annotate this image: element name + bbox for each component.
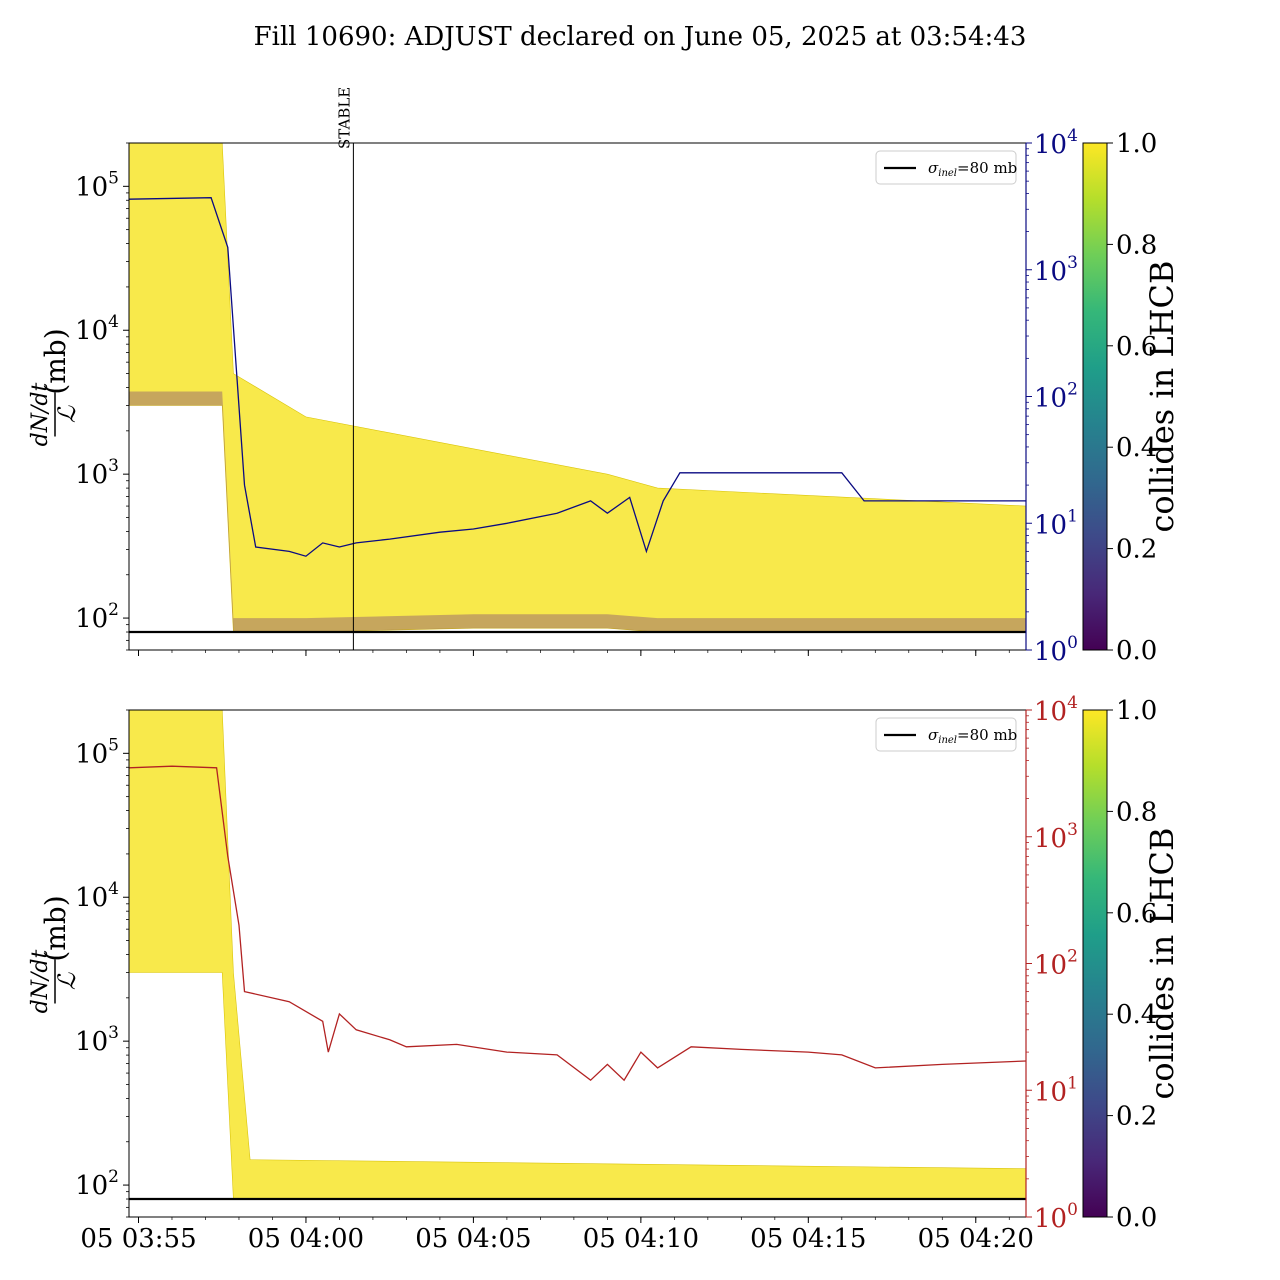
bot-y-label-unit: (mb)	[39, 895, 72, 961]
cbar-top-label: collides in LHCB	[1143, 260, 1181, 532]
top-data-marks	[129, 197, 1026, 634]
top-envelope-band	[129, 143, 1026, 633]
bot-y-label-group: dN/dt ℒ (mb)	[28, 895, 81, 1013]
top-legend: σinel=80 mb	[875, 150, 1017, 185]
bot-legend-box	[875, 717, 1017, 752]
cbar-bot-tick-label: 0.8	[1116, 797, 1157, 827]
bottom-y-axis: 102 103 104 105	[75, 709, 129, 1218]
top-colorbar: 0.0 0.2 0.4 0.6 0.8 1.0 collides in LHCB	[1082, 129, 1181, 666]
bottom-secondary-y-axis: 100 101 102 103 104	[1025, 693, 1078, 1234]
cbar-bot-tick-label: 0.4	[1116, 1000, 1157, 1030]
cbar-top-tick-label: 0.0	[1116, 636, 1157, 666]
top-secondary-y-axis: 100 101 102 103 104	[1025, 126, 1078, 667]
top-y-axis: 102 103 104 105	[75, 142, 129, 651]
bot-y-label-numerator: dN/dt	[28, 950, 53, 1014]
cbar-bot-gradient-bar	[1082, 709, 1108, 1218]
top-y-tick-label: 103	[75, 456, 119, 490]
top-y-label-unit: (mb)	[39, 328, 72, 394]
top-y-label-denominator: ℒ	[53, 405, 81, 423]
top-legend-box	[875, 150, 1017, 185]
top-secondary-series-line	[129, 197, 1026, 557]
top-y-tick-label: 104	[75, 312, 119, 346]
cbar-bot-tick-label: 0.2	[1116, 1102, 1157, 1132]
cbar-top-tick-label: 0.6	[1116, 332, 1157, 362]
bot-secondary-tick-label: 101	[1034, 1073, 1078, 1107]
bot-y-tick-label: 104	[75, 879, 119, 913]
cbar-bot-tick-label: 0.0	[1116, 1203, 1157, 1233]
bot-y-tick-label: 105	[75, 735, 119, 769]
top-y-tick-label: 102	[75, 600, 119, 634]
bot-secondary-tick-label: 103	[1034, 820, 1078, 854]
top-secondary-tick-label: 103	[1034, 253, 1078, 287]
bottom-data-marks	[129, 765, 1026, 1201]
bot-x-tick-label: 05 04:10	[583, 1224, 699, 1254]
top-secondary-tick-label: 102	[1034, 380, 1078, 414]
bot-y-tick-label: 102	[75, 1167, 119, 1201]
stable-annotation: STABLE	[335, 87, 354, 650]
top-secondary-tick-label: 100	[1034, 633, 1078, 667]
bottom-legend: σinel=80 mb	[875, 717, 1017, 752]
bot-envelope-band	[129, 710, 1026, 1200]
bot-legend-label: σinel=80 mb	[928, 726, 1017, 746]
bottom-plot-frame	[128, 709, 1027, 1218]
bot-secondary-tick-label: 104	[1034, 693, 1078, 727]
bottom-x-axis: 05 03:55 05 04:00 05 04:05 05 04:10 05 04:15…	[80, 1217, 1034, 1254]
bot-secondary-tick-label: 100	[1034, 1200, 1078, 1234]
top-y-axis-label: dN/dt ℒ (mb)	[28, 328, 81, 446]
top-y-label-numerator: dN/dt	[28, 383, 53, 447]
cbar-top-tick-label: 0.4	[1116, 433, 1157, 463]
bottom-rate-envelope	[129, 710, 1026, 1200]
cbar-top-tick-label: 1.0	[1116, 129, 1157, 159]
bot-secondary-series-line	[129, 765, 1026, 1082]
bot-x-tick-label: 05 04:00	[248, 1224, 364, 1254]
top-secondary-tick-label: 101	[1034, 506, 1078, 540]
bottom-colorbar: 0.0 0.2 0.4 0.6 0.8 1.0 collides in LHCB	[1082, 696, 1181, 1233]
bot-y-tick-label: 103	[75, 1023, 119, 1057]
cbar-top-gradient-bar	[1082, 142, 1108, 651]
bot-secondary-tick-label: 102	[1034, 947, 1078, 981]
figure-title: Fill 10690: ADJUST declared on June 05, …	[254, 22, 1027, 52]
cbar-bot-tick-label: 1.0	[1116, 696, 1157, 726]
cbar-bot-tick-label: 0.6	[1116, 899, 1157, 929]
top-secondary-tick-label: 104	[1034, 126, 1078, 160]
top-x-axis	[137, 650, 1010, 656]
cbar-bot-label: collides in LHCB	[1143, 827, 1181, 1099]
top-y-label-group: dN/dt ℒ (mb)	[28, 328, 81, 446]
top-legend-label: σinel=80 mb	[928, 159, 1017, 179]
bottom-y-axis-label: dN/dt ℒ (mb)	[28, 895, 81, 1013]
bot-x-tick-label: 05 04:20	[918, 1224, 1034, 1254]
cbar-top-tick-label: 0.2	[1116, 535, 1157, 565]
cbar-top-tick-label: 0.8	[1116, 230, 1157, 260]
stable-marker-label: STABLE	[335, 87, 353, 149]
top-rate-envelope	[129, 143, 1026, 633]
bot-x-tick-label: 05 03:55	[80, 1224, 196, 1254]
top-y-tick-label: 105	[75, 168, 119, 202]
bot-y-label-denominator: ℒ	[53, 972, 81, 990]
bot-x-tick-label: 05 04:05	[415, 1224, 531, 1254]
bot-x-tick-label: 05 04:15	[750, 1224, 866, 1254]
